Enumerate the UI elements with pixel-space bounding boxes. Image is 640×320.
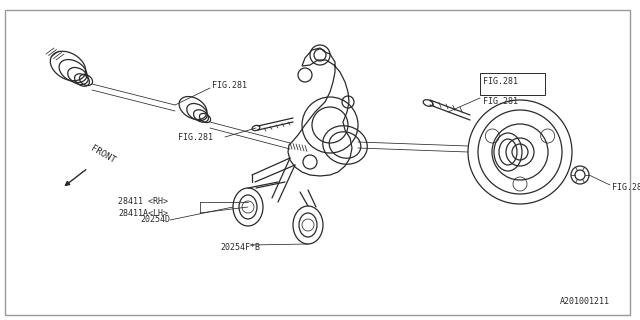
Text: FIG.281: FIG.281 bbox=[612, 182, 640, 191]
Text: A201001211: A201001211 bbox=[560, 298, 610, 307]
Circle shape bbox=[512, 144, 528, 160]
Text: FIG.281: FIG.281 bbox=[483, 98, 518, 107]
Text: FIG.281: FIG.281 bbox=[178, 132, 213, 141]
Text: FIG.281: FIG.281 bbox=[483, 77, 518, 86]
Ellipse shape bbox=[423, 100, 433, 106]
Text: 20254D: 20254D bbox=[140, 215, 170, 225]
Text: 28411 <RH>: 28411 <RH> bbox=[118, 197, 168, 206]
Text: 20254F*B: 20254F*B bbox=[220, 244, 260, 252]
Text: FIG.281: FIG.281 bbox=[212, 82, 247, 91]
Text: 28411A<LH>: 28411A<LH> bbox=[118, 209, 168, 218]
Text: FRONT: FRONT bbox=[89, 144, 116, 165]
Bar bbox=[480, 73, 545, 95]
Ellipse shape bbox=[252, 125, 260, 131]
